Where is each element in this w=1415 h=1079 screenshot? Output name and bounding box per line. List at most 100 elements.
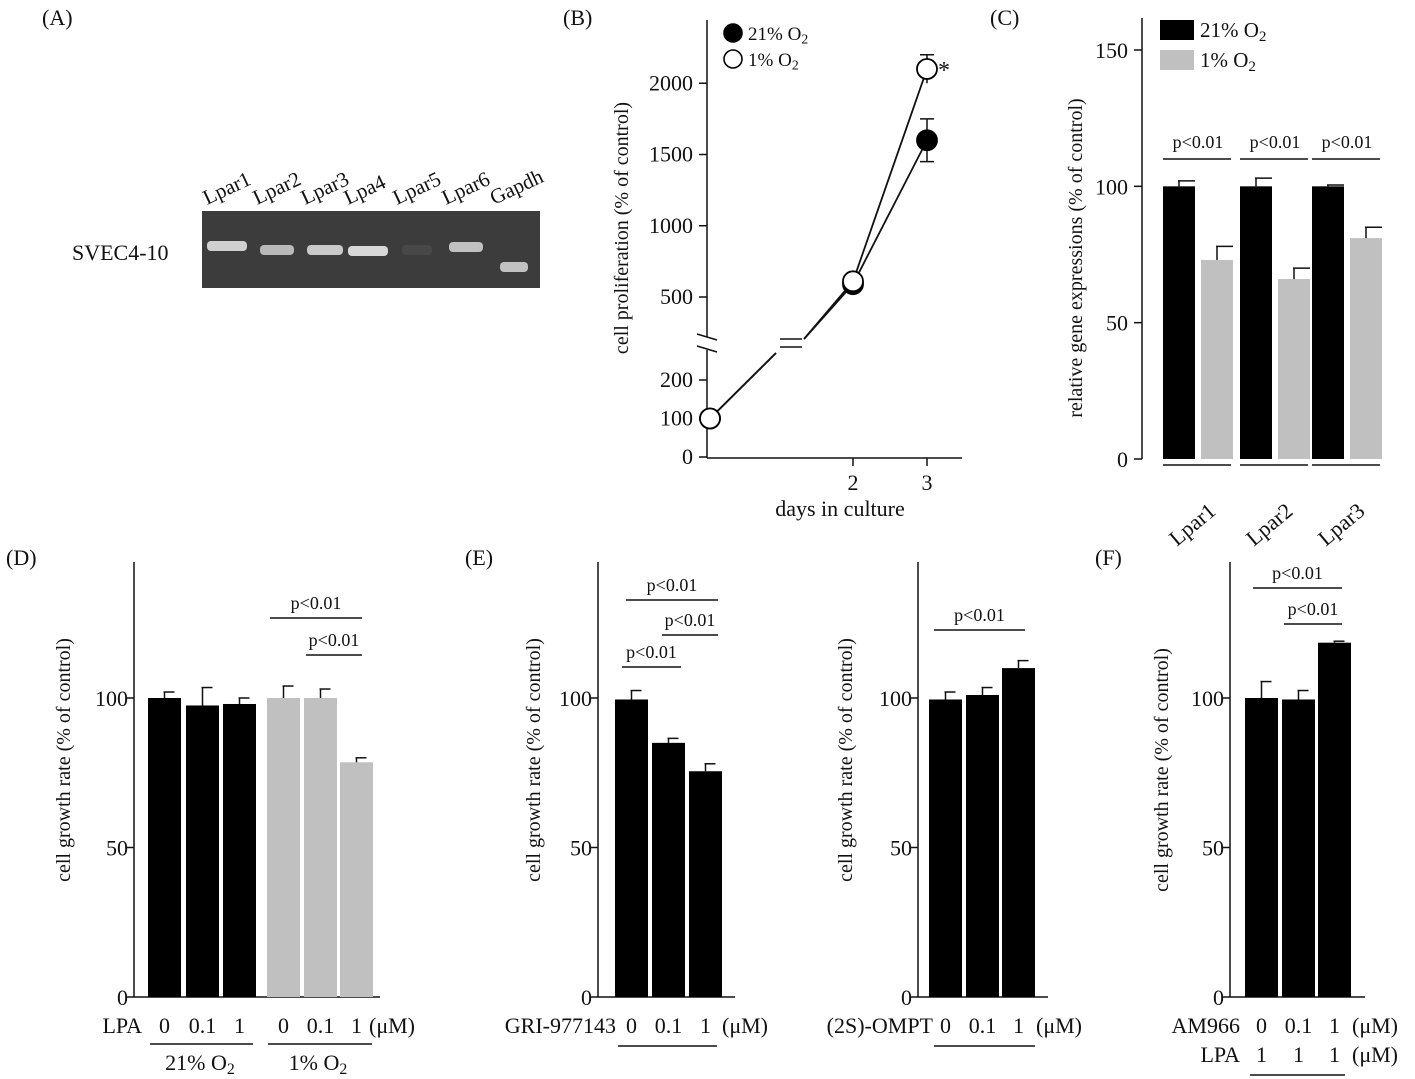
data-point [842, 270, 864, 293]
group-label: 21% O2 [165, 1050, 235, 1078]
legend-label: 21% O2 [748, 24, 808, 46]
unit-label: (μM) [722, 1013, 768, 1038]
x-tick-label: 1 [1013, 1013, 1024, 1038]
x-tick-label: 0.1 [307, 1013, 335, 1038]
bar [1278, 279, 1310, 459]
unit-label: (μM) [369, 1013, 415, 1038]
significance-label: p<0.01 [647, 575, 698, 595]
bar [1002, 668, 1035, 997]
significance-label: p<0.01 [665, 610, 716, 630]
x-tick-label: 1 [1329, 1013, 1340, 1038]
y-tick-label: 0 [901, 985, 912, 1010]
x-tick-label: 0 [278, 1013, 289, 1038]
x-tick-label: 1 [351, 1013, 362, 1038]
x-tick-label: 0 [159, 1013, 170, 1038]
bar [1282, 699, 1315, 997]
bar [929, 699, 962, 997]
y-tick-label: 50 [890, 836, 912, 861]
bar [340, 762, 373, 997]
legend-marker [723, 23, 743, 43]
bar [652, 742, 685, 997]
legend-swatch [1160, 20, 1194, 40]
y-tick-label: 1000 [649, 213, 693, 238]
bar [966, 695, 999, 997]
x-tick-label: 3 [922, 470, 933, 495]
data-point [699, 407, 721, 430]
bar [267, 698, 300, 997]
y-tick-label: 0 [682, 444, 693, 469]
significance-label: p<0.01 [309, 630, 360, 650]
x-tick-label-2: 1 [1293, 1042, 1304, 1067]
y-tick-label: 50 [1202, 836, 1224, 861]
unit-label-2: (μM) [1352, 1042, 1398, 1067]
bar [1350, 238, 1382, 459]
significance-label: p<0.01 [1322, 132, 1373, 152]
y-tick-label: 100 [1191, 686, 1224, 711]
bar [148, 698, 181, 997]
panel-b-label: (B) [563, 5, 592, 30]
x-tick-label: 0.1 [655, 1013, 683, 1038]
gel-band [348, 246, 388, 256]
series-line [709, 352, 777, 420]
bar [304, 698, 337, 997]
data-point [916, 129, 938, 152]
gel-band [449, 242, 483, 252]
panel-e-label: (E) [465, 545, 493, 570]
y-tick-label: 100 [660, 406, 693, 431]
legend-swatch [1160, 50, 1194, 70]
y-tick-label: 50 [106, 836, 128, 861]
panel-f-y-axis-title: cell growth rate (% of control) [1151, 648, 1173, 892]
panel-d-label: (D) [6, 545, 37, 570]
legend-label: 1% O2 [1200, 48, 1256, 75]
gel-lane-label: Lpar5 [389, 167, 445, 210]
gel-band [307, 245, 343, 255]
significance-label: p<0.01 [1288, 599, 1339, 619]
unit-label: (μM) [1036, 1013, 1082, 1038]
gel-row-label: SVEC4-10 [72, 240, 169, 265]
significance-asterisk: * [938, 58, 950, 84]
significance-label: p<0.01 [1272, 563, 1323, 583]
y-tick-label: 100 [1095, 174, 1128, 199]
significance-label: p<0.01 [626, 642, 677, 662]
x-tick-label: 1 [234, 1013, 245, 1038]
x-tick-label-2: 1 [1256, 1042, 1267, 1067]
bar [1312, 186, 1344, 460]
gel-band [207, 241, 247, 251]
y-tick-label: 0 [117, 985, 128, 1010]
panel-e1-bar-chart: (E) cell growth rate (% of control) 0 50 1… [465, 545, 768, 1047]
y-tick-label: 0 [581, 985, 592, 1010]
factor-label: LPA [102, 1013, 142, 1038]
y-tick-label: 100 [879, 686, 912, 711]
series-line [803, 280, 854, 340]
gel-band [402, 245, 432, 255]
x-tick-label: Lpar2 [1241, 498, 1297, 551]
bar [186, 705, 219, 997]
series-line [852, 68, 928, 282]
legend-label: 21% O2 [1200, 18, 1266, 45]
significance-label: p<0.01 [1250, 132, 1301, 152]
bar [1201, 259, 1233, 459]
gel-lane-label: Lpa4 [340, 169, 390, 209]
gel-band [260, 245, 294, 255]
x-tick-label: 0 [626, 1013, 637, 1038]
bar [1245, 698, 1278, 997]
x-tick-label-2: 1 [1329, 1042, 1340, 1067]
x-tick-label: Lpar3 [1313, 498, 1369, 551]
bar [1163, 186, 1195, 460]
factor-label: AM966 [1172, 1013, 1240, 1038]
panel-f-label: (F) [1095, 545, 1122, 570]
factor-label-2: LPA [1200, 1042, 1240, 1067]
x-tick-label: 0.1 [189, 1013, 217, 1038]
x-tick-label: 2 [848, 470, 859, 495]
significance-label: p<0.01 [291, 593, 342, 613]
y-tick-label: 100 [95, 686, 128, 711]
axis-break-mark [696, 345, 718, 353]
series-line [852, 139, 928, 285]
panel-a-label: (A) [42, 5, 73, 30]
factor-label: GRI-977143 [505, 1013, 616, 1038]
y-tick-label: 500 [660, 284, 693, 309]
x-tick-label: 0 [940, 1013, 951, 1038]
gel-lane-label: Lpar1 [199, 167, 255, 210]
